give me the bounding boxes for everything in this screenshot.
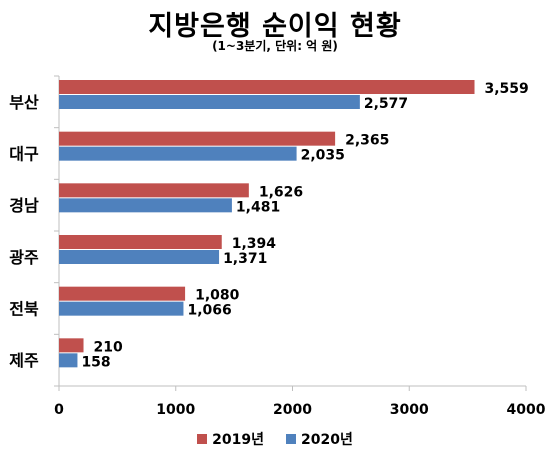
data-label: 1,066: [187, 303, 231, 319]
category-label: 경남: [9, 196, 39, 215]
x-tick-label: 0: [54, 402, 64, 418]
data-label: 2,035: [301, 148, 345, 164]
bar-2020년: [59, 250, 220, 264]
bar-2020년: [59, 301, 184, 316]
data-label: 1,394: [232, 236, 277, 252]
x-tick-label: 1000: [156, 402, 195, 418]
chart-subtitle: (1~3분기, 단위: 억 원): [212, 39, 338, 53]
x-tick-label: 2000: [273, 402, 312, 418]
data-label: 210: [94, 339, 123, 355]
legend-label-2020: 2020년: [301, 432, 353, 448]
legend-item-2020: 2020년: [286, 429, 353, 449]
data-label: 1,626: [259, 184, 303, 200]
chart-title: 지방은행 순이익 현황: [148, 11, 402, 42]
bar-2019년: [59, 80, 475, 94]
legend-item-2019: 2019년: [197, 429, 264, 449]
legend-swatch-2020: [286, 434, 296, 444]
data-label: 2,365: [345, 133, 389, 149]
bar-2019년: [59, 286, 186, 301]
data-label: 1,080: [195, 288, 240, 304]
data-label: 3,559: [485, 81, 529, 97]
bar-2019년: [59, 235, 222, 249]
legend-swatch-2019: [197, 434, 208, 444]
bar-2019년: [59, 183, 249, 198]
bar-2020년: [59, 353, 78, 368]
category-label: 광주: [9, 248, 39, 267]
x-tick-label: 4000: [507, 402, 546, 418]
data-label: 1,371: [223, 251, 267, 267]
category-label: 대구: [9, 145, 39, 164]
data-label: 1,481: [236, 199, 280, 215]
bar-2020년: [59, 146, 297, 161]
bar-2020년: [59, 95, 360, 109]
category-label: 제주: [9, 351, 39, 370]
category-label: 부산: [9, 93, 39, 112]
category-label: 전북: [9, 300, 39, 319]
legend-label-2019: 2019년: [212, 432, 264, 448]
data-label: 2,577: [364, 96, 408, 112]
bar-2020년: [59, 198, 232, 213]
data-label: 158: [81, 354, 110, 370]
bar-2019년: [59, 338, 84, 353]
bar-2019년: [59, 131, 336, 146]
x-tick-label: 3000: [390, 402, 429, 418]
chart-legend: 2019년 2020년: [0, 429, 550, 449]
